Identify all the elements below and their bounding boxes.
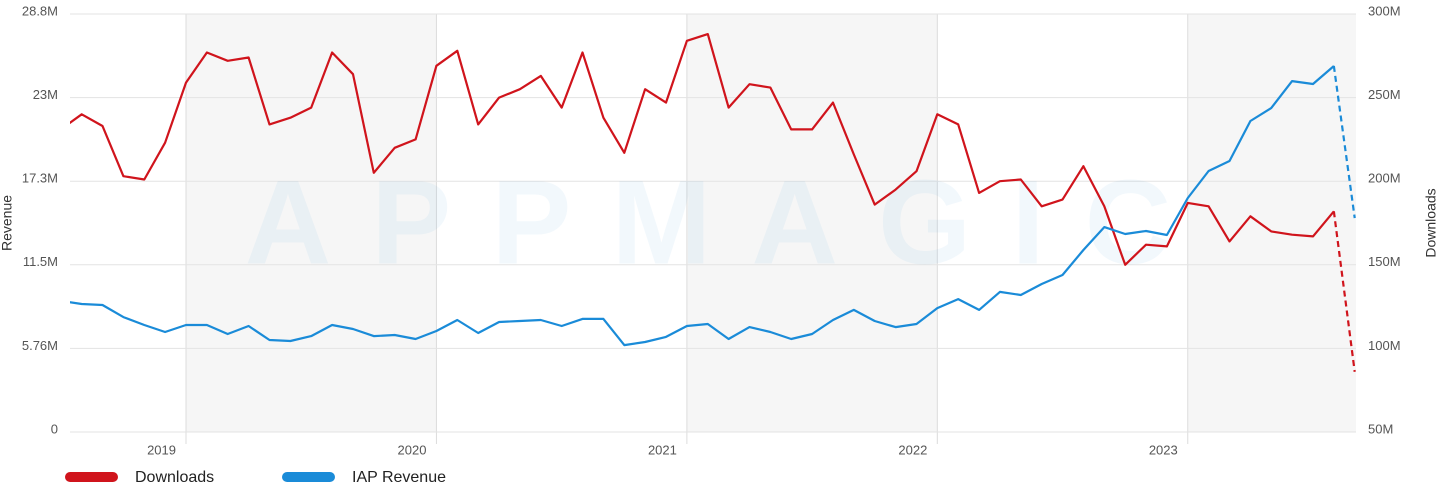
- line-incomplete: [1332, 211, 1356, 372]
- y2-tick-label: 250M: [1368, 87, 1401, 102]
- y-tick-label: 11.5M: [23, 254, 58, 269]
- y2-tick-label: 300M: [1368, 3, 1401, 18]
- y-tick-label: 23M: [33, 87, 58, 102]
- y-tick-label: 17.3M: [22, 171, 58, 186]
- watermark: APPMAGIC: [245, 156, 1212, 290]
- legend-label: IAP Revenue: [352, 469, 446, 486]
- y-tick-label: 5.76M: [22, 338, 58, 353]
- plot-area: [70, 33, 1356, 372]
- y2-tick-label: 150M: [1368, 254, 1401, 269]
- y-tick-label: 28.8M: [22, 3, 58, 18]
- year-band: [686, 14, 938, 432]
- y2-tick-label: 50M: [1368, 421, 1393, 436]
- legend-swatch: [282, 472, 335, 482]
- x-tick-label: 2020: [398, 442, 427, 457]
- year-band: [186, 14, 437, 432]
- legend-label: Downloads: [135, 469, 214, 486]
- line-incomplete: [1332, 65, 1356, 219]
- x-tick-label: 2021: [648, 442, 677, 457]
- background: [70, 13, 1356, 444]
- x-tick-label: 2022: [898, 442, 927, 457]
- x-tick-label: 2019: [147, 442, 176, 457]
- y2-tick-label: 200M: [1368, 171, 1401, 186]
- y-axis-label: Revenue: [0, 195, 15, 251]
- line: [70, 33, 1335, 266]
- year-band: [1187, 14, 1356, 432]
- x-tick-label: 2023: [1149, 442, 1178, 457]
- line: [70, 65, 1335, 347]
- y2-axis-label: Downloads: [1423, 188, 1439, 257]
- legend-swatch: [65, 472, 118, 482]
- y-tick-label: 0: [51, 421, 58, 436]
- y2-tick-label: 100M: [1368, 338, 1401, 353]
